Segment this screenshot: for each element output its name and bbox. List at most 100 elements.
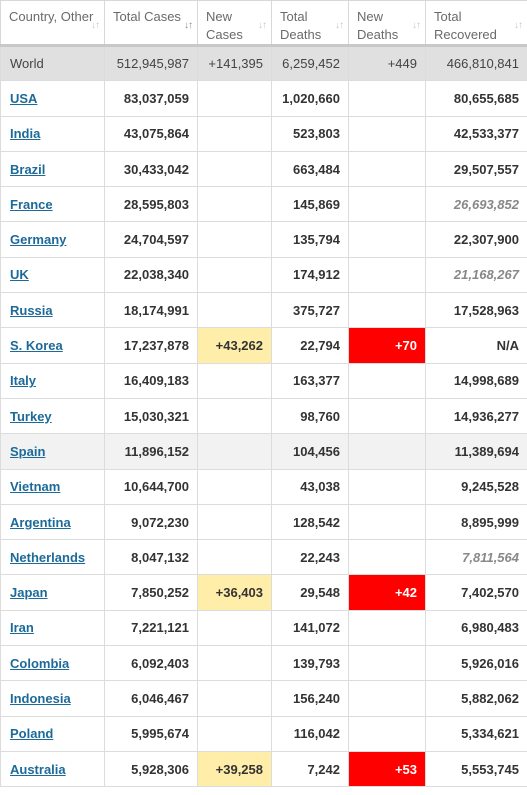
world-total-cases: 512,945,987 xyxy=(104,44,198,82)
total-cases-cell: 83,037,059 xyxy=(104,80,198,117)
country-link[interactable]: Poland xyxy=(10,726,54,742)
new-deaths-cell xyxy=(348,80,426,117)
header-country[interactable]: Country, Other ↓↑ xyxy=(0,0,105,47)
country-link[interactable]: Brazil xyxy=(10,161,46,177)
country-link[interactable]: Indonesia xyxy=(10,690,71,706)
new-deaths-cell xyxy=(348,115,426,152)
country-link[interactable]: Colombia xyxy=(10,655,70,671)
total-deaths-cell: 163,377 xyxy=(271,362,349,399)
new-deaths-cell xyxy=(348,680,426,717)
new-deaths-cell xyxy=(348,362,426,399)
total-recovered-cell: 8,895,999 xyxy=(425,503,527,541)
table-row: Netherlands 8,047,132 22,243 7,811,564 xyxy=(0,539,527,576)
table-row: Germany 24,704,597 135,794 22,307,900 xyxy=(0,221,527,258)
new-deaths-cell xyxy=(348,609,426,647)
table-row: USA 83,037,059 1,020,660 80,655,685 xyxy=(0,80,527,117)
sort-icon[interactable]: ↓↑ xyxy=(412,20,421,31)
header-new-deaths[interactable]: New Deaths ↓↑ xyxy=(348,0,426,47)
total-recovered-cell: 14,998,689 xyxy=(425,362,527,399)
sort-icon[interactable]: ↓↑ xyxy=(91,20,100,31)
total-deaths-cell: 141,072 xyxy=(271,609,349,647)
new-deaths-cell xyxy=(348,468,426,505)
new-cases-cell xyxy=(197,80,272,117)
country-link[interactable]: Japan xyxy=(10,585,48,601)
table-row: Poland 5,995,674 116,042 5,334,621 xyxy=(0,715,527,752)
country-link[interactable]: Argentina xyxy=(10,514,71,530)
total-cases-cell: 7,850,252 xyxy=(104,574,198,611)
header-new-deaths-label: New Deaths xyxy=(357,9,399,42)
total-cases-cell: 17,237,878 xyxy=(104,327,198,364)
total-recovered-cell: 6,980,483 xyxy=(425,609,527,647)
table-row: Iran 7,221,121 141,072 6,980,483 xyxy=(0,609,527,647)
total-deaths-cell: 7,242 xyxy=(271,750,349,788)
country-link[interactable]: Iran xyxy=(10,620,34,636)
new-cases-cell xyxy=(197,292,272,329)
new-deaths-cell xyxy=(348,221,426,258)
total-deaths-cell: 116,042 xyxy=(271,715,349,752)
new-deaths-cell xyxy=(348,397,426,435)
total-cases-cell: 5,928,306 xyxy=(104,750,198,788)
header-total-deaths[interactable]: Total Deaths ↓↑ xyxy=(271,0,349,47)
header-new-cases[interactable]: New Cases ↓↑ xyxy=(197,0,272,47)
sort-icon[interactable]: ↓↑ xyxy=(258,20,267,31)
total-cases-cell: 7,221,121 xyxy=(104,609,198,647)
country-link[interactable]: Spain xyxy=(10,443,46,459)
total-cases-cell: 43,075,864 xyxy=(104,115,198,152)
new-cases-cell xyxy=(197,256,272,294)
total-deaths-cell: 523,803 xyxy=(271,115,349,152)
country-link[interactable]: USA xyxy=(10,90,38,106)
world-label: World xyxy=(0,44,105,82)
total-recovered-cell: 80,655,685 xyxy=(425,80,527,117)
total-deaths-cell: 22,794 xyxy=(271,327,349,364)
new-cases-cell xyxy=(197,645,272,682)
country-link[interactable]: Turkey xyxy=(10,408,52,424)
total-recovered-cell: 7,811,564 xyxy=(425,539,527,576)
total-cases-cell: 24,704,597 xyxy=(104,221,198,258)
new-cases-cell: +36,403 xyxy=(197,574,272,611)
total-recovered-cell: 17,528,963 xyxy=(425,292,527,329)
header-country-label: Country, Other xyxy=(9,9,94,24)
total-recovered-cell: 5,882,062 xyxy=(425,680,527,717)
sort-icon[interactable]: ↓↑ xyxy=(335,20,344,31)
sort-icon[interactable]: ↓↑ xyxy=(514,20,523,31)
new-deaths-cell xyxy=(348,256,426,294)
total-deaths-cell: 104,456 xyxy=(271,433,349,470)
total-deaths-cell: 139,793 xyxy=(271,645,349,682)
country-link[interactable]: France xyxy=(10,196,53,212)
country-link[interactable]: Australia xyxy=(10,761,66,777)
country-cell: S. Korea xyxy=(0,327,105,364)
country-link[interactable]: Netherlands xyxy=(10,549,86,565)
total-deaths-cell: 145,869 xyxy=(271,186,349,223)
total-deaths-cell: 43,038 xyxy=(271,468,349,505)
new-deaths-cell xyxy=(348,503,426,541)
new-cases-cell xyxy=(197,539,272,576)
country-cell: Japan xyxy=(0,574,105,611)
total-cases-cell: 16,409,183 xyxy=(104,362,198,399)
table-body: World 512,945,987 +141,395 6,259,452 +44… xyxy=(0,44,527,788)
total-cases-cell: 6,046,467 xyxy=(104,680,198,717)
total-recovered-cell: 42,533,377 xyxy=(425,115,527,152)
new-cases-cell xyxy=(197,468,272,505)
country-link[interactable]: India xyxy=(10,126,41,142)
country-link[interactable]: S. Korea xyxy=(10,338,63,354)
country-link[interactable]: Russia xyxy=(10,302,53,318)
table-row: India 43,075,864 523,803 42,533,377 xyxy=(0,115,527,152)
table-row: Spain 11,896,152 104,456 11,389,694 xyxy=(0,433,527,470)
total-cases-cell: 28,595,803 xyxy=(104,186,198,223)
total-recovered-cell: 26,693,852 xyxy=(425,186,527,223)
header-total-cases[interactable]: Total Cases ↓↑ xyxy=(104,0,198,47)
country-cell: Poland xyxy=(0,715,105,752)
header-total-recovered[interactable]: Total Recovered ↓↑ xyxy=(425,0,527,47)
total-deaths-cell: 1,020,660 xyxy=(271,80,349,117)
new-cases-cell xyxy=(197,503,272,541)
total-recovered-cell: 9,245,528 xyxy=(425,468,527,505)
country-link[interactable]: Germany xyxy=(10,232,67,248)
sort-desc-icon[interactable]: ↓↑ xyxy=(184,20,193,31)
country-cell: Netherlands xyxy=(0,539,105,576)
total-cases-cell: 11,896,152 xyxy=(104,433,198,470)
new-cases-cell: +39,258 xyxy=(197,750,272,788)
country-link[interactable]: Italy xyxy=(10,373,37,389)
country-link[interactable]: Vietnam xyxy=(10,479,61,495)
new-deaths-cell: +70 xyxy=(348,327,426,364)
country-link[interactable]: UK xyxy=(10,267,29,283)
